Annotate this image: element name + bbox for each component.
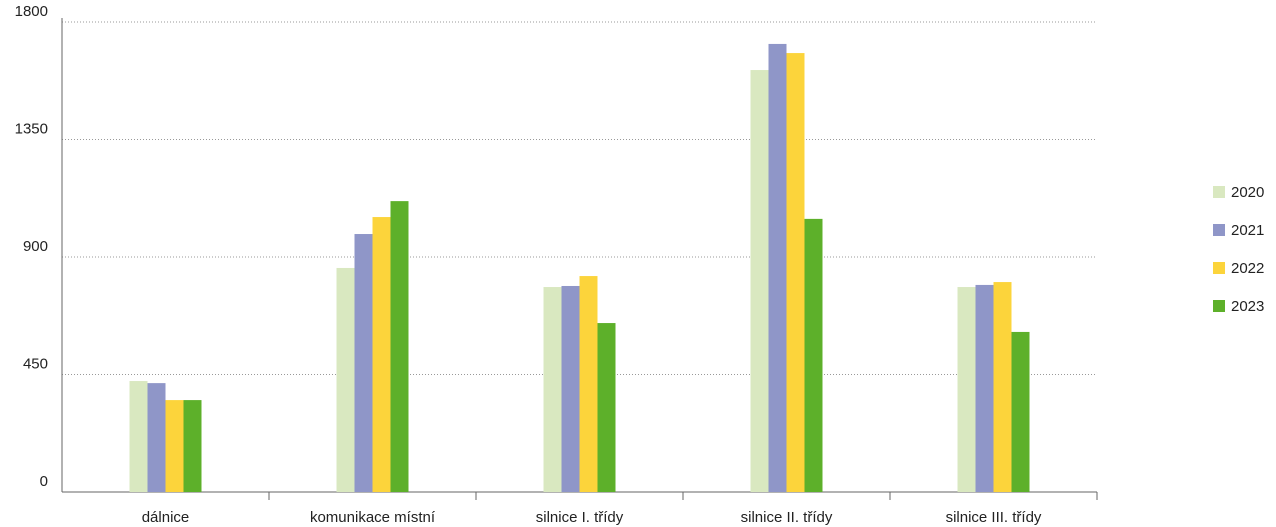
bar (768, 43, 787, 492)
bar (975, 284, 994, 492)
bar (543, 287, 562, 492)
bar (561, 285, 580, 492)
legend-swatch (1213, 262, 1225, 274)
bar (957, 287, 976, 492)
legend-label: 2022 (1231, 260, 1264, 277)
bar (390, 201, 409, 492)
bar (750, 70, 769, 493)
y-tick-label: 0 (40, 473, 48, 490)
y-tick-label: 900 (23, 238, 48, 255)
bar (336, 267, 355, 492)
y-tick-label: 450 (23, 355, 48, 372)
legend-label: 2020 (1231, 184, 1264, 201)
bar (993, 282, 1012, 492)
bar (165, 400, 184, 492)
legend-swatch (1213, 300, 1225, 312)
x-tick-label: silnice III. třídy (946, 509, 1042, 526)
legend-label: 2021 (1231, 222, 1264, 239)
legend-swatch (1213, 186, 1225, 198)
bar (579, 276, 598, 492)
y-tick-label: 1800 (15, 3, 48, 20)
bar (786, 53, 805, 492)
bar (372, 217, 391, 493)
bar (354, 234, 373, 492)
legend-label: 2023 (1231, 298, 1264, 315)
bar (129, 381, 148, 492)
bar (597, 323, 616, 492)
x-tick-label: dálnice (142, 509, 190, 526)
x-tick-label: komunikace místní (310, 509, 436, 526)
y-tick-label: 1350 (15, 120, 48, 137)
bar (147, 383, 166, 492)
bar (1011, 331, 1030, 492)
legend-swatch (1213, 224, 1225, 236)
x-tick-label: silnice I. třídy (536, 509, 624, 526)
bar (804, 218, 823, 492)
x-tick-label: silnice II. třídy (741, 509, 833, 526)
bar (183, 400, 202, 492)
